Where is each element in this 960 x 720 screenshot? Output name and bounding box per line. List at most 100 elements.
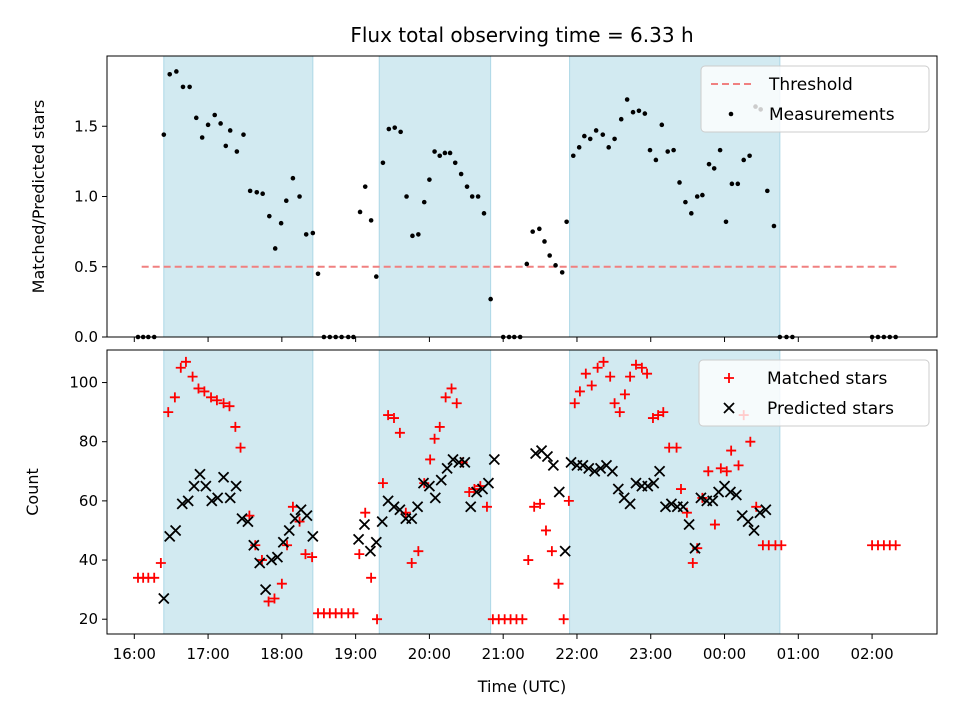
data-point: [592, 362, 603, 373]
x-tick-label: 20:00: [408, 645, 451, 663]
data-point: [586, 380, 597, 391]
data-point: [234, 149, 240, 154]
data-point: [269, 593, 280, 604]
data-point: [570, 153, 576, 159]
series-predicted-stars: [158, 444, 772, 605]
data-point: [630, 359, 641, 370]
data-point: [161, 132, 167, 137]
y-tick-label: 0.5: [74, 258, 98, 276]
data-point: [370, 536, 382, 548]
data-point: [647, 413, 658, 424]
x-tick-label: 23:00: [629, 645, 672, 663]
data-point: [259, 583, 272, 596]
data-point: [348, 608, 359, 619]
data-point: [437, 153, 443, 159]
data-point: [742, 515, 754, 528]
data-point: [398, 129, 403, 135]
ratio-panel: 0.0 0.5 1.0 1.5 Matched/Predicted stars Thres…: [29, 55, 938, 346]
data-point: [169, 392, 180, 403]
data-point: [745, 436, 756, 447]
data-point: [624, 498, 636, 510]
data-point: [700, 192, 705, 198]
data-point: [223, 143, 229, 149]
data-point: [247, 188, 253, 194]
data-point: [364, 545, 377, 557]
data-point: [242, 515, 254, 528]
y-tick-label: 1.0: [74, 188, 98, 206]
data-point: [671, 147, 676, 153]
data-point: [423, 480, 436, 492]
x-tick-label: 02:00: [850, 645, 893, 663]
data-point: [357, 209, 363, 215]
data-point: [465, 501, 477, 513]
data-point: [636, 108, 642, 114]
data-point: [394, 504, 406, 516]
data-point: [294, 516, 305, 527]
data-point: [677, 180, 682, 185]
data-point: [283, 524, 295, 537]
x-tick-label: 21:00: [482, 645, 525, 663]
data-point: [530, 229, 535, 234]
legend-label: Threshold: [768, 75, 853, 95]
data-point: [260, 191, 265, 196]
data-point: [653, 157, 659, 163]
data-point: [376, 515, 388, 528]
data-point: [254, 189, 260, 195]
data-point: [254, 557, 266, 569]
x-tick-label: 19:00: [334, 645, 377, 663]
y-tick-label: 40: [79, 551, 98, 569]
data-point: [475, 194, 481, 199]
data-point: [735, 181, 741, 187]
data-point: [360, 507, 371, 518]
data-point: [227, 128, 233, 133]
data-point: [542, 239, 547, 244]
data-point: [241, 132, 246, 137]
data-point: [188, 480, 200, 492]
data-point: [265, 554, 278, 566]
data-point: [703, 466, 714, 477]
data-point: [481, 501, 492, 512]
data-point: [564, 219, 569, 225]
data-point: [315, 271, 321, 277]
data-point: [283, 198, 289, 204]
data-point: [630, 109, 636, 115]
data-point: [373, 274, 379, 279]
data-point: [388, 501, 400, 513]
data-point: [447, 453, 459, 466]
data-point: [741, 157, 747, 163]
legend: Threshold Measurements: [700, 65, 930, 133]
data-point: [434, 421, 445, 432]
data-point: [726, 445, 737, 456]
data-point: [459, 456, 471, 469]
data-point: [618, 116, 624, 122]
data-point: [589, 465, 601, 477]
data-point: [582, 133, 587, 139]
data-point: [194, 468, 206, 480]
data-point: [593, 128, 599, 133]
data-point: [464, 487, 475, 497]
data-point: [565, 456, 577, 469]
data-point: [625, 371, 636, 382]
data-point: [358, 518, 371, 531]
data-point: [563, 495, 574, 506]
data-point: [558, 614, 569, 625]
data-point: [354, 549, 365, 560]
data-point: [289, 512, 301, 525]
legend-box: [698, 359, 930, 427]
data-point: [276, 578, 287, 589]
x-tick-label: 17:00: [186, 645, 229, 663]
x-axis-label: Time (UTC): [477, 677, 566, 696]
data-point: [553, 263, 558, 268]
data-point: [425, 454, 436, 465]
x-tick-label: 22:00: [555, 645, 598, 663]
data-point: [224, 401, 235, 412]
data-point: [432, 149, 437, 154]
data-point: [372, 614, 383, 625]
data-point: [182, 495, 194, 507]
data-point: [440, 392, 451, 403]
data-point: [697, 492, 708, 503]
data-point: [747, 153, 752, 159]
data-point: [193, 115, 199, 121]
data-point: [300, 549, 311, 560]
data-point: [547, 253, 552, 258]
